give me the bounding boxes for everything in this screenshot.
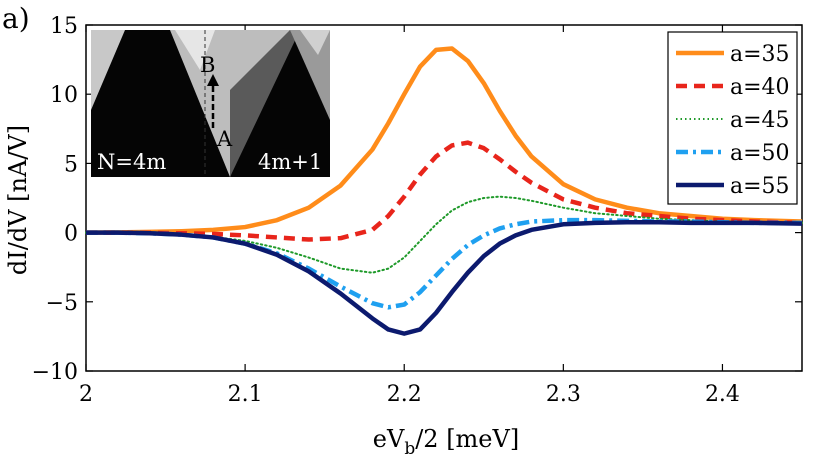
y-tick-label: 15 [50, 14, 78, 39]
inset-triangle-left [91, 30, 125, 110]
plot-frame [85, 24, 803, 372]
series-line-a-55 [86, 219, 803, 336]
inset-diagram: B A N=4m 4m+1 [91, 30, 330, 177]
x-axis-label: eVb/2 [meV] [373, 425, 519, 456]
inset-label-left: N=4m [97, 150, 166, 174]
legend: a=35 a=40 a=45 a=50 a=55 [667, 31, 798, 205]
inset-label-b: B [200, 53, 215, 77]
series-group [85, 46, 803, 336]
y-tick-label: −5 [46, 291, 78, 316]
legend-label: a=50 [730, 141, 790, 166]
x-tick-label: 2.3 [546, 382, 581, 407]
inset-arrow-head [207, 74, 219, 86]
x-tick-label: 2.2 [387, 382, 422, 407]
panel-label: a) [2, 2, 30, 35]
x-tick-label: 2.4 [705, 382, 740, 407]
inset-label-right: 4m+1 [258, 150, 322, 174]
inset-triangle-center-dark [230, 30, 300, 177]
legend-label: a=35 [730, 42, 790, 67]
legend-label: a=40 [730, 75, 790, 100]
y-tick-label: −10 [32, 360, 78, 385]
legend-label: a=55 [730, 174, 790, 199]
x-axis-ticks: 2 2.1 2.2 2.3 2.4 [79, 25, 740, 407]
series-line-a-40 [86, 140, 803, 242]
y-tick-label: 5 [64, 152, 78, 177]
inset-triangle-right-top [300, 30, 330, 55]
x-tick-label: 2 [79, 382, 93, 407]
x-tick-label: 2.1 [228, 382, 263, 407]
series-line-a-50 [86, 217, 802, 310]
y-tick-label: 0 [64, 222, 78, 247]
y-axis-label: dI/dV [nA/V] [4, 125, 32, 275]
y-tick-label: 10 [50, 83, 78, 108]
inset-label-a: A [216, 127, 233, 151]
inset-triangle-right [290, 30, 330, 120]
y-axis-ticks: −10 −5 0 5 10 15 [32, 14, 802, 385]
series-line-a-35 [85, 46, 803, 235]
legend-label: a=45 [730, 108, 790, 133]
